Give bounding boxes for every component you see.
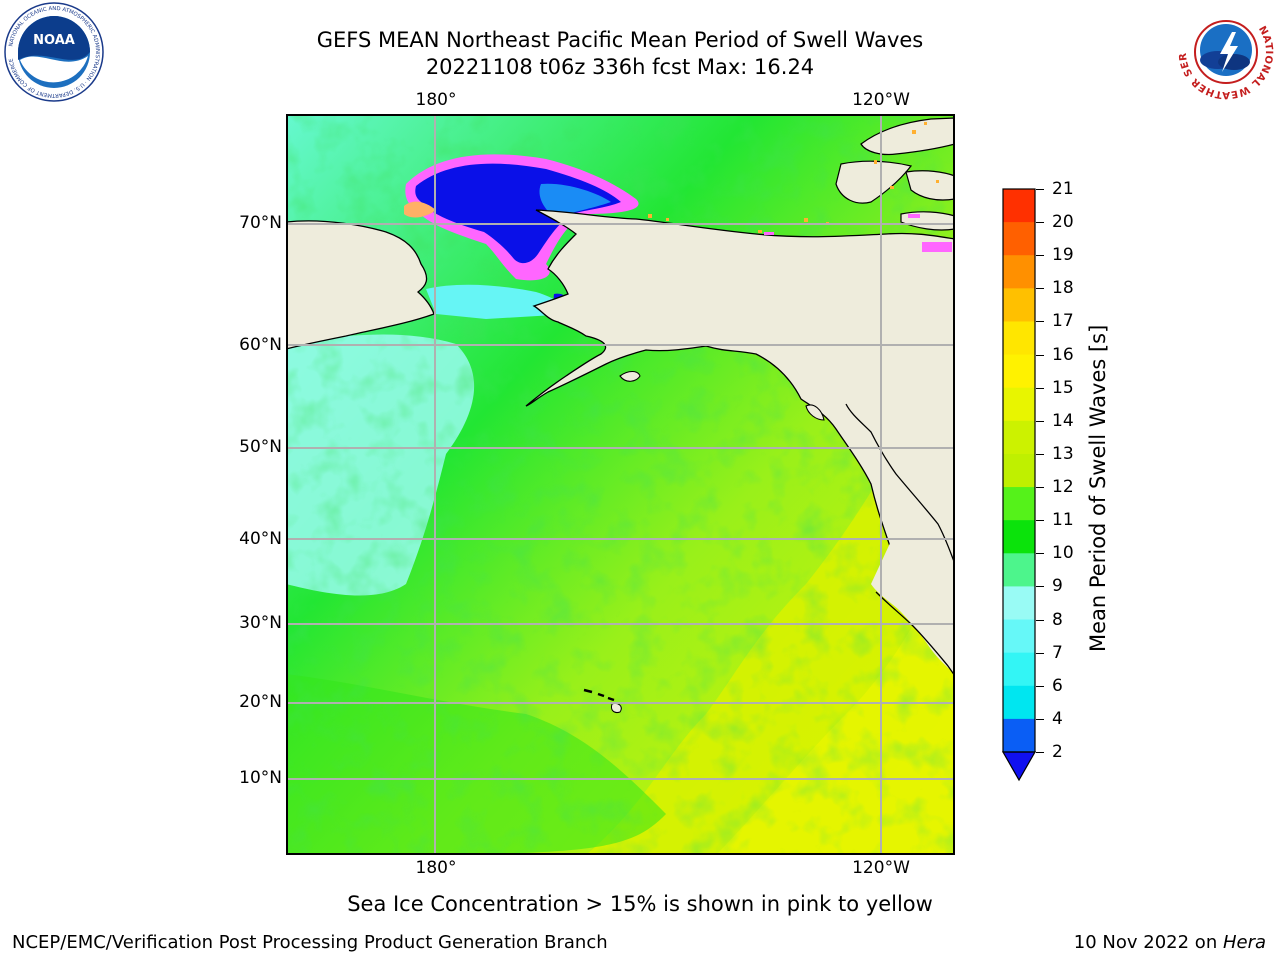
colorbar-tick-mark xyxy=(1036,752,1044,753)
colorbar-tick-label: 9 xyxy=(1052,576,1063,597)
colorbar-tick-label: 6 xyxy=(1052,675,1063,696)
colorbar-tick-mark xyxy=(1036,321,1044,323)
bering-strait-cyan xyxy=(426,284,571,319)
land-siberia xyxy=(286,220,435,350)
colorbar-tick-mark xyxy=(1036,354,1044,356)
colorbar-extend-arrow xyxy=(1001,751,1037,782)
colorbar-tick-mark xyxy=(1036,520,1044,522)
colorbar-tick-mark xyxy=(1036,222,1044,224)
land-arctic-island-1 xyxy=(860,117,955,156)
lat-label-10n: 10°N xyxy=(239,768,282,788)
lat-label-40n: 40°N xyxy=(239,529,282,549)
footer-machine: Hera xyxy=(1222,932,1266,953)
lon-label-bottom-120w: 120°W xyxy=(852,858,910,878)
colorbar-tick-label: 12 xyxy=(1052,477,1074,498)
ice-speckles-pink xyxy=(764,214,952,252)
colorbar-bin xyxy=(1003,255,1035,289)
chart-title: GEFS MEAN Northeast Pacific Mean Period … xyxy=(316,28,924,52)
colorbar-tick-label: 18 xyxy=(1052,278,1074,299)
colorbar-tick-mark xyxy=(1036,453,1044,455)
lon-label-top-180: 180° xyxy=(415,90,457,110)
map-plot xyxy=(286,114,955,855)
lat-label-60n: 60°N xyxy=(239,335,282,355)
colorbar-tick-mark xyxy=(1036,420,1044,422)
colorbar-tick-label: 10 xyxy=(1052,543,1074,564)
colorbar-tick-label: 11 xyxy=(1052,510,1074,531)
colorbar-tick-label: 4 xyxy=(1052,708,1063,729)
colorbar-bin xyxy=(1003,652,1035,687)
nws-logo: NATIONAL WEATHER SERVICE xyxy=(1176,2,1275,101)
colorbar-bin xyxy=(1003,288,1035,322)
land-arctic-island-2 xyxy=(835,160,913,204)
map-frame xyxy=(286,114,955,855)
land-hawaii xyxy=(583,688,615,702)
colorbar-bin xyxy=(1003,685,1035,720)
colorbar-tick-mark xyxy=(1036,487,1044,489)
land-kodiak xyxy=(619,370,641,382)
gridlines xyxy=(286,114,955,855)
lon-label-top-120w: 120°W xyxy=(852,90,910,110)
chart-subtitle: 20221108 t06z 336h fcst Max: 16.24 xyxy=(425,55,815,79)
lat-label-70n: 70°N xyxy=(239,213,282,233)
colorbar-bin xyxy=(1003,354,1035,389)
lat-label-20n: 20°N xyxy=(239,692,282,712)
colorbar xyxy=(1001,188,1037,782)
colorbar-tick-mark xyxy=(1036,652,1044,654)
lon-label-bottom-180: 180° xyxy=(415,858,457,878)
colorbar-bin xyxy=(1003,487,1035,521)
colorbar-title: Mean Period of Swell Waves [s] xyxy=(1086,324,1110,652)
colorbar-tick-label: 8 xyxy=(1052,609,1063,630)
colorbar-tick-label: 17 xyxy=(1052,311,1074,332)
colorbar-bin xyxy=(1003,321,1035,356)
colorbar-tick-mark xyxy=(1036,685,1044,687)
colorbar-tick-mark xyxy=(1036,189,1044,190)
colorbar-tick-mark xyxy=(1036,619,1044,621)
colorbar-bin xyxy=(1003,453,1035,488)
sea-ice-shallow xyxy=(539,183,611,218)
colorbar-bin xyxy=(1003,420,1035,455)
colorbar-bin xyxy=(1003,189,1035,223)
footer-left: NCEP/EMC/Verification Post Processing Pr… xyxy=(12,932,608,953)
colorbar-tick-mark xyxy=(1036,718,1044,720)
colorbar-bin xyxy=(1003,387,1035,422)
colorbar-tick-mark xyxy=(1036,586,1044,588)
noaa-logo: NOAA NATIONAL OCEANIC AND ATMOSPHERIC AD… xyxy=(4,2,104,102)
colorbar-tick-label: 14 xyxy=(1052,410,1074,431)
colorbar-tick-mark xyxy=(1036,387,1044,389)
land-big-island xyxy=(611,703,622,713)
colorbar-bin xyxy=(1003,553,1035,587)
colorbar-tick-label: 15 xyxy=(1052,377,1074,398)
colorbar-tick-label: 16 xyxy=(1052,344,1074,365)
land-vancouver-island xyxy=(805,404,825,421)
colorbar-bin xyxy=(1003,222,1035,256)
noaa-logo-text: NOAA xyxy=(33,33,75,48)
colorbar-tick-label: 2 xyxy=(1052,742,1063,762)
colorbar-tick-mark xyxy=(1036,288,1044,290)
land-arctic-island-3 xyxy=(905,170,955,201)
sea-ice-yellow-edge xyxy=(404,201,436,218)
lat-label-50n: 50°N xyxy=(239,437,282,457)
colorbar-tick-label: 21 xyxy=(1052,179,1074,199)
footer-right: 10 Nov 2022 on Hera xyxy=(1074,932,1266,954)
coastline-west-us xyxy=(845,403,955,565)
colorbar-tick-mark xyxy=(1036,553,1044,555)
lat-label-30n: 30°N xyxy=(239,613,282,633)
colorbar-bin xyxy=(1003,586,1035,621)
colorbar-tick-label: 20 xyxy=(1052,212,1074,233)
land-alaska-canada xyxy=(525,209,955,676)
colorbar-bin xyxy=(1003,619,1035,654)
colorbar-frame xyxy=(1002,188,1036,753)
sea-ice-note: Sea Ice Concentration > 15% is shown in … xyxy=(347,892,933,916)
footer-date: 10 Nov 2022 on xyxy=(1073,932,1223,953)
colorbar-tick-label: 7 xyxy=(1052,642,1063,663)
colorbar-tick-mark xyxy=(1036,255,1044,257)
colorbar-tick-label: 13 xyxy=(1052,443,1074,464)
colorbar-bin xyxy=(1003,718,1035,753)
colorbar-tick-label: 19 xyxy=(1052,245,1074,266)
colorbar-bin xyxy=(1003,520,1035,554)
